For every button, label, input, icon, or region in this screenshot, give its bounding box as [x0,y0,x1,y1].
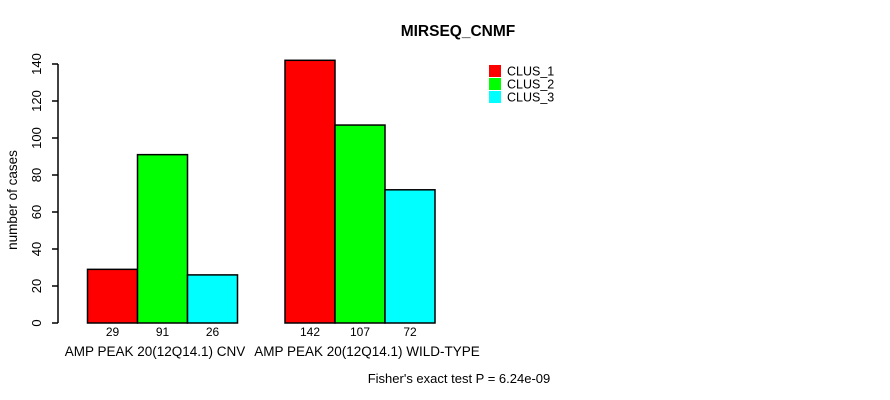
bar-value-label: 29 [106,325,120,339]
legend-swatch-clus-3 [489,91,501,103]
y-axis-label: number of cases [5,150,20,250]
bar-value-label: 107 [350,325,370,339]
bars [86,59,436,324]
bar-clus_3-group1 [186,274,239,324]
y-tick-label: 60 [29,205,44,219]
y-tick-label: 0 [29,319,44,326]
legend-swatch-clus-1 [489,65,501,77]
y-tick-label: 20 [29,279,44,293]
bar-clus_2-group2 [334,124,386,324]
chart-title: MIRSEQ_CNMF [401,23,516,40]
y-axis: 0 20 40 60 80 100 120 140 [29,53,59,327]
bar-value-label: 72 [403,325,417,339]
y-tick-label: 80 [29,168,44,182]
bar-clus_2-group1 [136,153,189,324]
y-tick-label: 120 [29,90,44,112]
bar-clus_3-group2 [384,189,436,324]
bar-value-label: 91 [156,325,170,339]
bar-value-label: 26 [206,325,220,339]
y-tick-label: 100 [29,127,44,149]
bar-clus_1-group1 [86,268,139,324]
legend-label-clus-2: CLUS_2 [507,78,554,92]
legend-swatch-clus-2 [489,78,501,90]
bar-clus_1-group2 [284,59,336,324]
x-category-label: AMP PEAK 20(12Q14.1) WILD-TYPE [254,344,480,359]
fisher-test-annotation: Fisher's exact test P = 6.24e-09 [368,371,551,386]
legend: CLUS_1 CLUS_2 CLUS_3 [489,65,554,105]
y-tick-label: 40 [29,242,44,256]
legend-label-clus-1: CLUS_1 [507,65,554,79]
y-tick-label: 140 [29,53,44,75]
legend-label-clus-3: CLUS_3 [507,91,554,105]
bar-labels: 29 91 26 AMP PEAK 20(12Q14.1) CNV 142 107 72 AM… [65,325,480,359]
bar-value-label: 142 [300,325,320,339]
x-category-label: AMP PEAK 20(12Q14.1) CNV [65,344,246,359]
